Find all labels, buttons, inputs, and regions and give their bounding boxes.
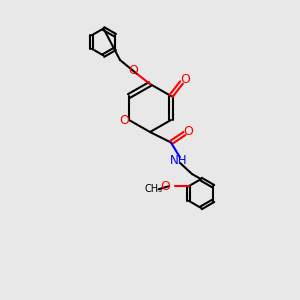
- Text: CH₃: CH₃: [144, 184, 162, 194]
- Text: O: O: [128, 64, 138, 77]
- Text: O: O: [120, 113, 129, 127]
- Text: O: O: [180, 73, 190, 86]
- Text: NH: NH: [170, 154, 187, 167]
- Text: O: O: [160, 180, 170, 193]
- Text: O: O: [183, 124, 193, 138]
